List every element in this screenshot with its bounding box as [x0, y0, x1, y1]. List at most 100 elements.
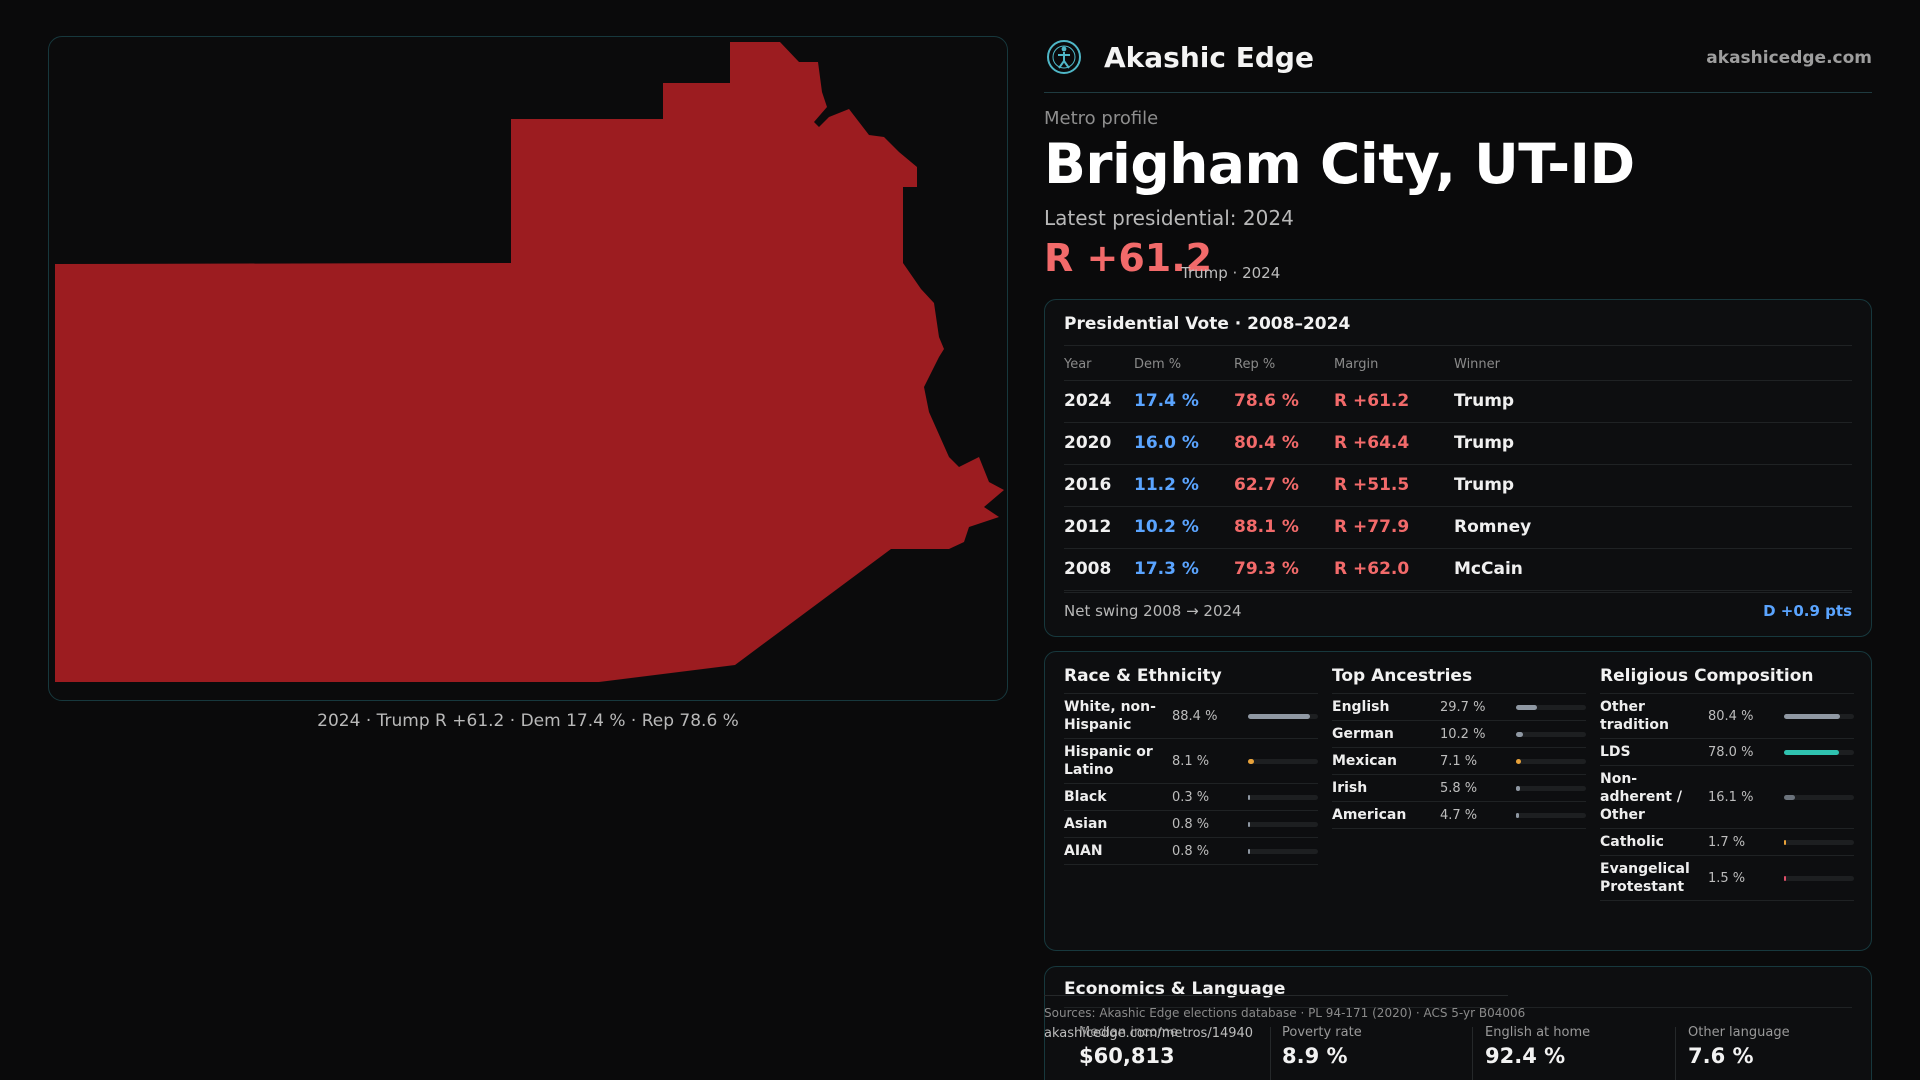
cell-margin: R +77.9 — [1334, 506, 1454, 549]
page-title: Brigham City, UT-ID — [1044, 132, 1635, 196]
cell-dem: 16.0 % — [1134, 422, 1234, 465]
ancestry-bar-fill — [1516, 704, 1537, 710]
race-title: Race & Ethnicity — [1064, 666, 1318, 694]
race-label: Hispanic or Latino — [1064, 744, 1153, 778]
race-label: Asian — [1064, 816, 1108, 832]
race-label: White, non-Hispanic — [1064, 699, 1156, 733]
ancestry-label: Irish — [1332, 780, 1368, 796]
presidential-table: Year Dem % Rep % Margin Winner 2024 17.4 … — [1064, 350, 1852, 591]
table-row: 2020 16.0 % 80.4 % R +64.4 Trump — [1064, 422, 1852, 465]
race-bar-fill — [1248, 794, 1251, 800]
col-winner: Winner — [1454, 350, 1852, 381]
religion-bar — [1784, 713, 1854, 719]
col-year: Year — [1064, 350, 1134, 381]
religion-pct: 1.7 % — [1708, 834, 1746, 850]
cell-winner: Trump — [1454, 380, 1852, 423]
cell-dem: 11.2 % — [1134, 464, 1234, 507]
religion-label: LDS — [1600, 744, 1631, 760]
presidential-title: Presidential Vote · 2008–2024 — [1064, 314, 1351, 334]
stat-poverty-rate: Poverty rate 8.9 % — [1282, 1025, 1362, 1068]
religion-title: Religious Composition — [1600, 666, 1854, 694]
race-bar-fill — [1248, 758, 1254, 764]
religion-row: Non-adherent / Other 16.1 % — [1600, 766, 1854, 829]
religion-row: LDS 78.0 % — [1600, 739, 1854, 766]
ancestry-pct: 4.7 % — [1440, 807, 1478, 823]
ancestry-row: American 4.7 % — [1332, 802, 1586, 829]
cell-rep: 88.1 % — [1234, 506, 1334, 549]
cell-margin: R +62.0 — [1334, 548, 1454, 591]
ancestry-title: Top Ancestries — [1332, 666, 1586, 694]
race-row: White, non-Hispanic 88.4 % — [1064, 694, 1318, 739]
col-margin: Margin — [1334, 350, 1454, 381]
religion-bar-fill — [1784, 794, 1796, 800]
demographics-card: Race & Ethnicity White, non-Hispanic 88.4… — [1044, 651, 1872, 951]
county-shape-north[interactable] — [511, 42, 917, 263]
cell-dem: 17.3 % — [1134, 548, 1234, 591]
cell-winner: Trump — [1454, 464, 1852, 507]
religion-row: Other tradition 80.4 % — [1600, 694, 1854, 739]
economics-card: Economics & Language Median income $60,8… — [1044, 966, 1872, 1080]
map-caption: 2024 · Trump R +61.2 · Dem 17.4 % · Rep … — [317, 711, 739, 731]
ancestry-label: English — [1332, 699, 1390, 715]
race-bar — [1248, 758, 1318, 764]
table-row: 2008 17.3 % 79.3 % R +62.0 McCain — [1064, 548, 1852, 591]
ancestry-label: Mexican — [1332, 753, 1397, 769]
table-row: 2012 10.2 % 88.1 % R +77.9 Romney — [1064, 506, 1852, 549]
race-pct: 0.8 % — [1172, 843, 1210, 859]
race-row: Asian 0.8 % — [1064, 811, 1318, 838]
page-eyebrow: Metro profile — [1044, 108, 1159, 129]
race-bar — [1248, 821, 1318, 827]
race-row: Hispanic or Latino 8.1 % — [1064, 739, 1318, 784]
religion-row: Evangelical Protestant 1.5 % — [1600, 856, 1854, 901]
top-bar: Akashic Edge akashicedge.com — [1044, 36, 1872, 93]
religion-section: Religious Composition Other tradition 80.… — [1600, 666, 1854, 901]
race-bar-fill — [1248, 848, 1251, 854]
swing-label: Net swing 2008 → 2024 — [1064, 602, 1242, 620]
ancestry-bar — [1516, 785, 1586, 791]
cell-dem: 17.4 % — [1134, 380, 1234, 423]
stat-other-language: Other language 7.6 % — [1688, 1025, 1790, 1068]
religion-bar — [1784, 839, 1854, 845]
cell-margin: R +51.5 — [1334, 464, 1454, 507]
county-shape-south[interactable] — [55, 263, 1004, 682]
economics-title: Economics & Language — [1064, 979, 1286, 999]
ancestry-label: American — [1332, 807, 1407, 823]
race-row: Black 0.3 % — [1064, 784, 1318, 811]
latest-label: Latest presidential: 2024 — [1044, 206, 1294, 230]
ancestry-label: German — [1332, 726, 1394, 742]
cell-winner: Romney — [1454, 506, 1852, 549]
cell-rep: 78.6 % — [1234, 380, 1334, 423]
cell-year: 2024 — [1064, 380, 1134, 423]
latest-margin: R +61.2 — [1044, 236, 1213, 280]
profile-panel: Akashic Edge akashicedge.com Metro profi… — [1044, 36, 1872, 1080]
race-row: AIAN 0.8 % — [1064, 838, 1318, 865]
stat-median-income: Median income $60,813 — [1079, 1025, 1179, 1068]
race-label: AIAN — [1064, 843, 1103, 859]
ancestry-bar-fill — [1516, 812, 1520, 818]
cell-year: 2016 — [1064, 464, 1134, 507]
ancestry-row: German 10.2 % — [1332, 721, 1586, 748]
brand-name[interactable]: Akashic Edge — [1104, 41, 1314, 74]
ancestry-bar — [1516, 731, 1586, 737]
map-panel[interactable] — [48, 36, 1008, 701]
race-pct: 88.4 % — [1172, 708, 1218, 724]
cell-margin: R +61.2 — [1334, 380, 1454, 423]
race-section: Race & Ethnicity White, non-Hispanic 88.4… — [1064, 666, 1318, 865]
table-row: 2024 17.4 % 78.6 % R +61.2 Trump — [1064, 380, 1852, 423]
permalink[interactable]: akashicedge.com/metros/14940 — [1044, 1026, 1254, 1041]
site-link[interactable]: akashicedge.com — [1706, 48, 1872, 68]
race-bar — [1248, 794, 1318, 800]
ancestry-bar-fill — [1516, 785, 1521, 791]
metro-map[interactable] — [49, 37, 1008, 701]
table-row: 2016 11.2 % 62.7 % R +51.5 Trump — [1064, 464, 1852, 507]
race-bar — [1248, 848, 1318, 854]
religion-label: Evangelical Protestant — [1600, 861, 1690, 895]
sources-note: Sources: Akashic Edge elections database… — [1044, 1006, 1526, 1020]
religion-bar-fill — [1784, 875, 1787, 881]
cell-year: 2008 — [1064, 548, 1134, 591]
race-pct: 0.3 % — [1172, 789, 1210, 805]
cell-margin: R +64.4 — [1334, 422, 1454, 465]
ancestry-bar — [1516, 812, 1586, 818]
cell-rep: 79.3 % — [1234, 548, 1334, 591]
cell-dem: 10.2 % — [1134, 506, 1234, 549]
